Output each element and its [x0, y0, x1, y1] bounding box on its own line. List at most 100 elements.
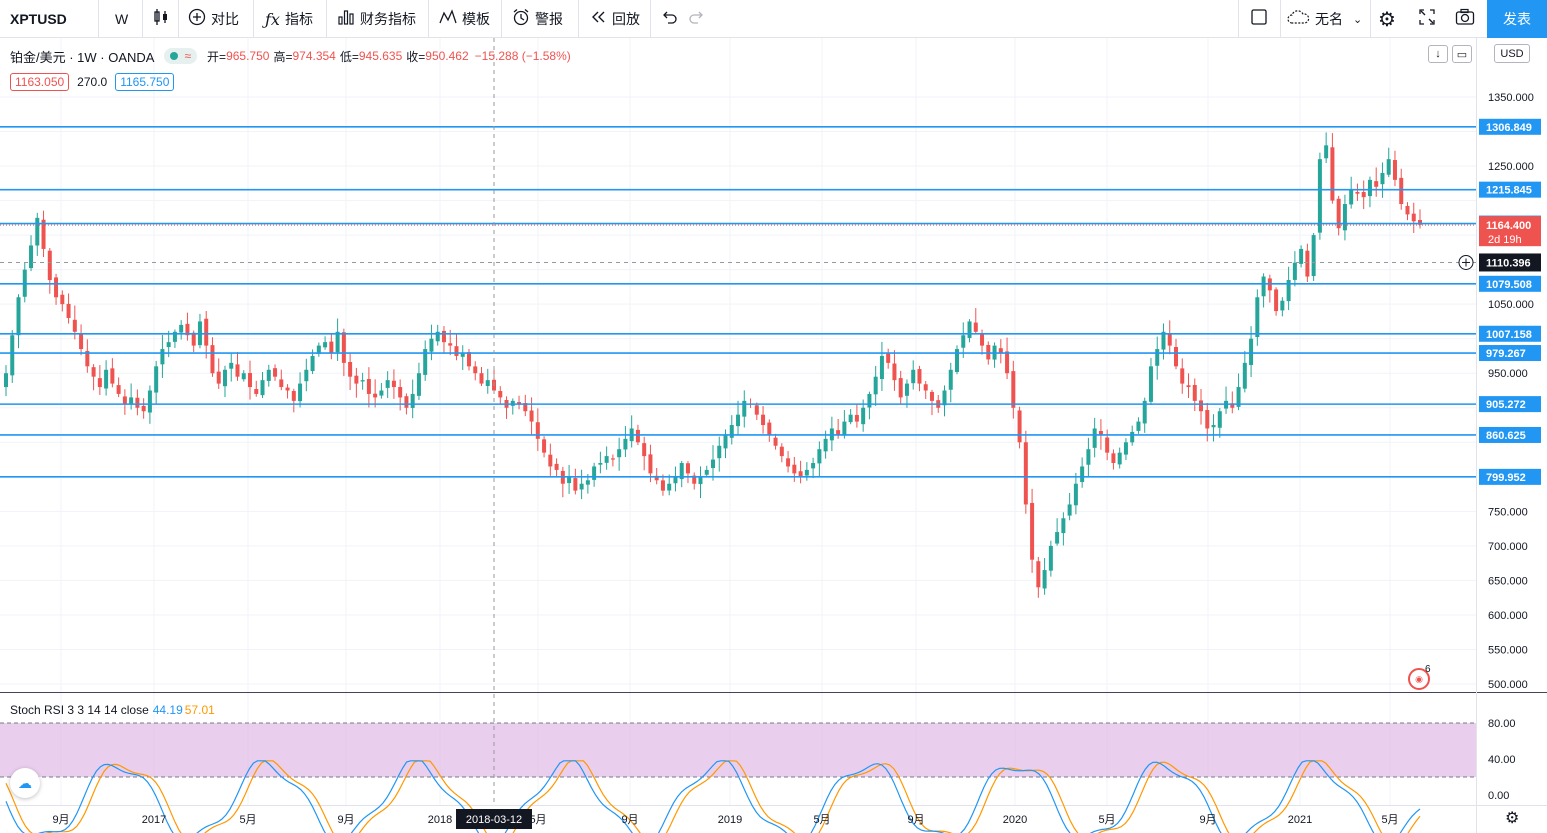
replay-button[interactable]: 回放 — [589, 0, 640, 38]
series-legend: 铂金/美元 · 1W · OANDA ≈ 开= 965.750 高= 974.354… — [10, 47, 571, 65]
indicators-button[interactable]: ƒx 指标 — [265, 0, 313, 38]
layout-name-button[interactable]: 无名 ⌄ — [1286, 0, 1362, 38]
candle-body — [147, 390, 152, 413]
candle-body — [1305, 250, 1310, 277]
gear-icon: ⚙ — [1378, 8, 1396, 31]
candle-body — [323, 342, 328, 348]
level-price-label — [1479, 118, 1541, 135]
candle-body — [1217, 411, 1222, 428]
candle-body — [1286, 280, 1291, 302]
time-axis-label: 9月 — [1199, 814, 1216, 826]
candle-body — [654, 475, 659, 481]
square-icon — [1250, 8, 1268, 31]
candle-body — [967, 321, 972, 338]
fullscreen-button[interactable] — [1418, 0, 1441, 38]
tradingview-logo-icon[interactable]: ☁ — [10, 768, 40, 798]
candle-body — [473, 366, 478, 374]
candle-body — [711, 459, 715, 469]
snapshot-button[interactable] — [1455, 0, 1480, 38]
redo-button[interactable] — [688, 0, 711, 38]
candle-body — [692, 475, 697, 484]
candle-body — [291, 390, 296, 401]
candle-body — [54, 277, 59, 298]
candle-body — [1349, 190, 1354, 205]
toolbar-divider — [253, 0, 254, 38]
buy-price-button[interactable]: 1165.750 — [115, 73, 175, 91]
candle-body — [767, 422, 772, 436]
interval-button[interactable]: W — [115, 11, 129, 27]
stoch-rsi-band — [0, 723, 1476, 777]
toolbar-divider — [501, 0, 502, 38]
layout-name-label: 无名 — [1315, 11, 1343, 27]
undo-button[interactable] — [660, 0, 683, 38]
market-status-pill[interactable]: ≈ — [164, 48, 198, 64]
candle-body — [1011, 371, 1016, 408]
settings-button[interactable]: ⚙ — [1378, 0, 1401, 38]
candle-body — [479, 373, 484, 384]
time-axis-label: 5月 — [529, 814, 546, 826]
toolbar-divider — [1238, 0, 1239, 38]
economic-events-badge[interactable]: ◉ — [1408, 668, 1430, 690]
candle-body — [942, 390, 947, 406]
candle-body — [904, 383, 909, 396]
layout-square-button[interactable] — [1250, 0, 1273, 38]
candle-body — [1330, 147, 1335, 201]
alerts-button[interactable]: 警报 — [512, 0, 563, 38]
time-axis-label: 9月 — [52, 814, 69, 826]
time-axis-label: 9月 — [621, 814, 638, 826]
candle-body — [348, 361, 353, 377]
candle-body — [1173, 347, 1178, 367]
redo-icon — [688, 8, 706, 31]
candle-body — [980, 334, 985, 346]
stoch-rsi-k-line — [5, 760, 1421, 833]
candle-body — [736, 414, 741, 427]
candle-body — [260, 380, 265, 396]
candle-body — [610, 458, 615, 460]
candle-body — [1249, 338, 1254, 365]
candle-body — [698, 476, 703, 485]
candle-body — [185, 323, 190, 336]
candle-body — [917, 369, 922, 384]
candle-body — [379, 390, 384, 396]
candle-body — [1080, 466, 1085, 482]
scroll-down-button[interactable]: ↓ — [1428, 45, 1448, 63]
candle-body — [1117, 452, 1122, 465]
candle-body — [1380, 172, 1385, 185]
candle-body — [122, 396, 127, 405]
candle-body — [335, 331, 340, 353]
candle-body — [929, 391, 934, 401]
candle-body — [273, 368, 278, 377]
sell-price-button[interactable]: 1163.050 — [10, 73, 70, 91]
scale-settings-gear-icon[interactable]: ⚙ — [1505, 810, 1520, 827]
candle-body — [235, 364, 240, 377]
candle-body — [854, 414, 859, 422]
compare-button[interactable]: 对比 — [188, 0, 239, 38]
publish-button[interactable]: 发表 — [1487, 0, 1547, 38]
candle-body — [1361, 192, 1366, 198]
candle-body — [804, 469, 809, 476]
candles-icon — [152, 8, 170, 31]
rsi-tick-label: 40.00 — [1488, 754, 1516, 766]
chart-canvas[interactable]: 1350.0001250.0001050.000950.000900.00075… — [0, 38, 1547, 833]
symbol-search-button[interactable]: XPTUSD — [10, 11, 67, 27]
maximize-pane-button[interactable]: ▭ — [1452, 45, 1472, 63]
candle-body — [1299, 248, 1304, 264]
currency-selector[interactable]: USD — [1494, 44, 1530, 63]
time-axis-label: 2017 — [142, 814, 166, 826]
candle-body — [1067, 504, 1072, 516]
crosshair-price-text: 1110.396 — [1486, 257, 1531, 269]
candle-body — [1355, 191, 1360, 194]
last-price-text: 1164.400 — [1486, 220, 1531, 232]
chart-area[interactable]: 1350.0001250.0001050.000950.000900.00075… — [0, 38, 1547, 833]
candle-body — [316, 345, 321, 354]
candle-body — [429, 338, 434, 352]
level-price-label — [1479, 325, 1541, 342]
candle-body — [811, 463, 816, 469]
candle-body — [848, 414, 853, 423]
chart-style-button[interactable] — [152, 0, 175, 38]
templates-button[interactable]: 模板 — [439, 0, 490, 38]
toolbar-divider — [142, 0, 143, 38]
financials-button[interactable]: 财务指标 — [337, 0, 416, 38]
price-tick-label: 600.000 — [1488, 610, 1528, 622]
low-value: 945.635 — [358, 49, 403, 63]
